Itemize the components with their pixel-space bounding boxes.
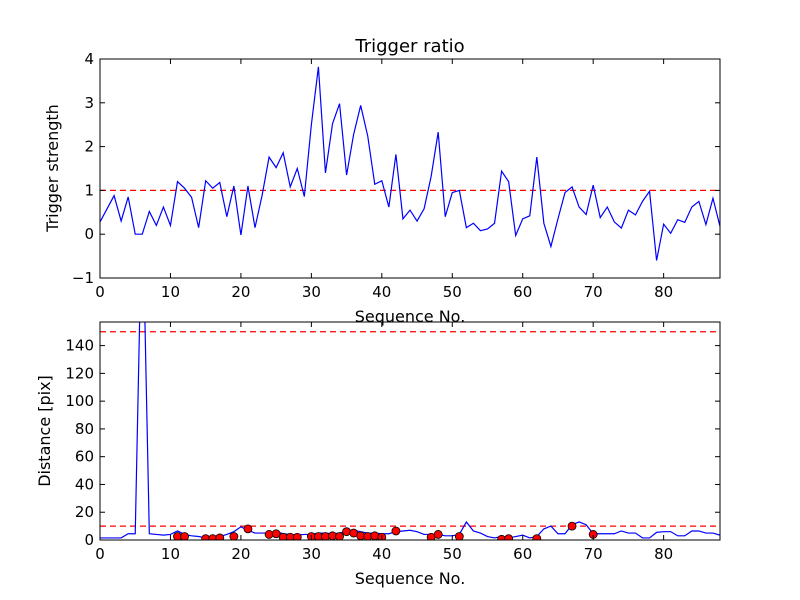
data-point — [504, 534, 514, 540]
x-tick-label: 50 — [443, 545, 462, 563]
x-tick-label: 40 — [372, 283, 391, 301]
x-tick-label: 50 — [443, 283, 462, 301]
data-point — [215, 533, 225, 540]
y-tick-label: 60 — [75, 448, 94, 466]
y-tick-label: 0 — [84, 225, 94, 243]
plot-frame — [99, 58, 721, 279]
data-point — [370, 531, 380, 540]
data-point — [180, 532, 189, 540]
x-tick-label: 30 — [302, 283, 321, 301]
data-point — [532, 534, 542, 540]
x-tick-label: 40 — [372, 545, 391, 563]
data-point — [229, 532, 239, 540]
y-tick-label: 120 — [65, 364, 94, 382]
y-tick-label: 2 — [84, 138, 94, 156]
data-point — [454, 532, 464, 540]
data-point — [342, 527, 351, 537]
data-point — [335, 532, 344, 540]
data-point — [271, 529, 281, 539]
x-tick-label: 10 — [161, 545, 180, 563]
plot-frame — [99, 321, 721, 541]
y-tick-label: −1 — [72, 269, 94, 287]
x-axis-label: Sequence No. — [355, 307, 466, 326]
data-point — [292, 532, 302, 540]
y-tick-label: 100 — [65, 392, 94, 410]
data-point — [433, 530, 443, 539]
x-tick-label: 60 — [513, 545, 532, 563]
series-line — [100, 66, 720, 261]
y-axis-label: Distance [pix] — [35, 375, 54, 487]
y-tick-label: 3 — [84, 94, 94, 112]
x-tick-label: 0 — [95, 545, 105, 563]
chart-title: Trigger ratio — [354, 36, 464, 57]
x-tick-label: 20 — [231, 545, 250, 563]
x-tick-label: 80 — [654, 283, 673, 301]
x-tick-label: 10 — [161, 283, 180, 301]
x-tick-label: 70 — [584, 283, 603, 301]
distance-subplot: 0 10 20 30 40 50 60 70 80 0 20 40 60 80 100 120 140 Sequ… — [35, 321, 721, 588]
x-tick-label: 30 — [302, 545, 321, 563]
data-point — [567, 521, 577, 531]
y-tick-label: 40 — [75, 475, 94, 493]
y-tick-label: 80 — [75, 420, 94, 438]
y-tick-label: 0 — [84, 531, 94, 549]
x-tick-label: 70 — [584, 545, 603, 563]
y-tick-label: 1 — [84, 181, 94, 199]
x-tick-label: 80 — [654, 545, 673, 563]
x-tick-label: 0 — [95, 283, 105, 301]
data-point — [243, 524, 253, 534]
y-tick-label: 4 — [84, 50, 94, 68]
x-tick-label: 60 — [513, 283, 532, 301]
x-tick-label: 20 — [231, 283, 250, 301]
x-axis-label: Sequence No. — [355, 569, 466, 588]
y-tick-label: 140 — [65, 337, 94, 355]
data-point — [391, 526, 401, 536]
y-axis-label: Trigger strength — [43, 104, 62, 233]
y-tick-label: 20 — [75, 503, 94, 521]
